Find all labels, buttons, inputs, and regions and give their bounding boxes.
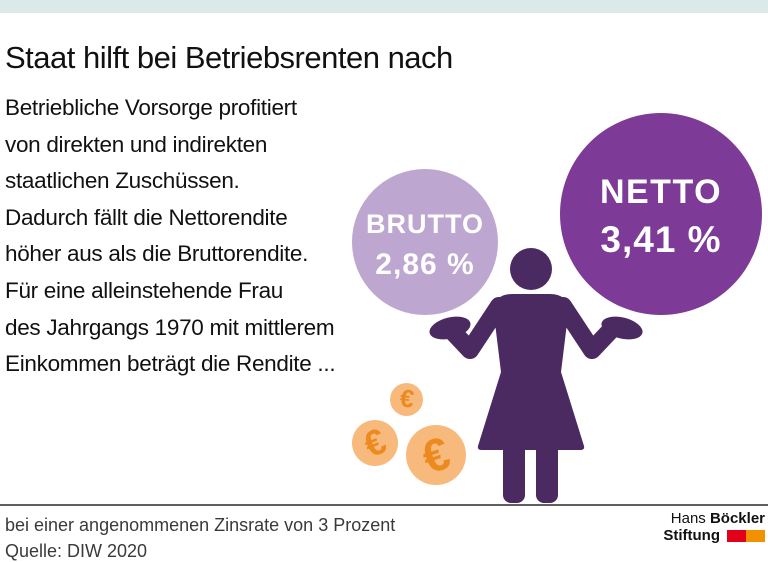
brutto-value: 2,86 % xyxy=(375,247,475,281)
intro-line: des Jahrgangs 1970 mit mittlerem xyxy=(5,314,335,340)
logo-orange-block xyxy=(746,530,765,542)
page-title: Staat hilft bei Betriebsrenten nach xyxy=(5,40,453,75)
netto-label: NETTO xyxy=(599,172,723,211)
brutto-bubble: BRUTTO 2,86 % xyxy=(352,169,498,315)
netto-bubble: NETTO 3,41 % xyxy=(560,113,762,315)
intro-line: Einkommen beträgt die Rendite ... xyxy=(5,351,336,377)
logo-name-regular: Hans xyxy=(670,510,706,527)
logo-line2: Stiftung xyxy=(663,527,765,544)
logo-stiftung: Stiftung xyxy=(663,527,720,544)
logo-name-bold: Böckler xyxy=(709,510,765,527)
intro-line: Dadurch fällt die Nettorendite xyxy=(5,204,288,230)
brutto-label: BRUTTO xyxy=(366,208,484,239)
hans-boeckler-stiftung-logo: Hans Böckler Stiftung xyxy=(663,510,765,544)
intro-line: von direkten und indirekten xyxy=(5,131,268,157)
footer-note: bei einer angenommenen Zinsrate von 3 Pr… xyxy=(5,515,396,535)
euro-icon: € xyxy=(415,426,457,484)
logo-red-block xyxy=(727,530,746,542)
ground-rule xyxy=(0,504,768,506)
logo-name: Hans Böckler xyxy=(663,510,765,527)
netto-value: 3,41 % xyxy=(600,218,722,260)
intro-line: staatlichen Zuschüssen. xyxy=(5,168,240,194)
intro-text: Betriebliche Vorsorge profitiert von dir… xyxy=(5,90,375,383)
footer-source: Quelle: DIW 2020 xyxy=(5,541,148,561)
euro-icon: € xyxy=(397,384,416,414)
intro-line: Für eine alleinstehende Frau xyxy=(5,277,284,303)
intro-line: höher aus als die Bruttorendite. xyxy=(5,241,309,267)
euro-coin: € xyxy=(352,420,398,466)
top-accent-bar xyxy=(0,0,768,13)
intro-line: Betriebliche Vorsorge profitiert xyxy=(5,95,297,120)
euro-icon: € xyxy=(357,419,392,466)
euro-coin: € xyxy=(406,425,466,485)
euro-coin: € xyxy=(390,383,423,416)
